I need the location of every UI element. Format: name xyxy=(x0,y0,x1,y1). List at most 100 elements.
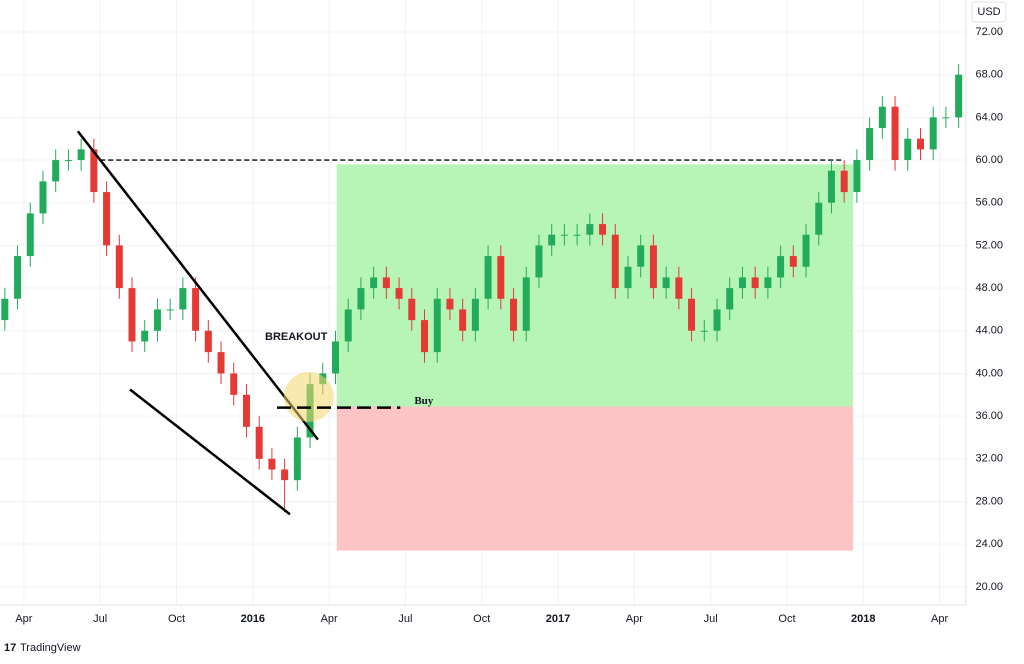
candle-body xyxy=(64,160,72,162)
candle-body xyxy=(370,277,378,289)
candle-body xyxy=(357,288,365,310)
candle-body xyxy=(14,256,22,299)
x-tick-label: Apr xyxy=(931,613,948,625)
x-tick-label: Jul xyxy=(398,613,412,625)
trendline xyxy=(129,388,291,516)
candle-body xyxy=(103,192,111,246)
x-tick-label: Apr xyxy=(626,613,643,625)
breakout-highlight xyxy=(283,371,334,422)
candle-body xyxy=(471,298,479,331)
candle-body xyxy=(904,138,912,161)
candle-body xyxy=(751,277,759,289)
plot: Buy BREAKOUT xyxy=(0,0,965,605)
candle-body xyxy=(560,234,568,236)
candle-body xyxy=(688,298,696,331)
candle-body xyxy=(929,117,937,150)
x-tick-label: Apr xyxy=(321,613,338,625)
candle-body xyxy=(599,224,607,235)
candle-body xyxy=(675,277,683,299)
candle-body xyxy=(840,170,848,193)
candle-body xyxy=(649,245,657,289)
x-tick-label: Jul xyxy=(704,613,718,625)
candle-body xyxy=(421,320,429,353)
candle-body xyxy=(331,341,339,374)
candle-body xyxy=(217,352,225,374)
candle-body xyxy=(446,298,454,310)
candle-body xyxy=(344,309,352,342)
candle-body xyxy=(853,160,861,193)
y-tick-label: 32.00 xyxy=(975,453,1003,465)
y-tick-label: 64.00 xyxy=(975,111,1003,123)
candle-body xyxy=(268,458,276,470)
candle-body xyxy=(52,160,60,182)
currency: USD xyxy=(977,6,1000,18)
candle-body xyxy=(26,213,34,257)
y-tick-label: 72.00 xyxy=(975,26,1003,38)
candle-body xyxy=(624,266,632,289)
y-tick-label: 48.00 xyxy=(975,282,1003,294)
candle-body xyxy=(382,277,390,289)
candle-body xyxy=(141,330,149,342)
y-tick-label: 44.00 xyxy=(975,325,1003,337)
currency-box xyxy=(971,1,1007,23)
candle-body xyxy=(827,170,835,203)
candle-body xyxy=(192,288,200,331)
candle-body xyxy=(281,469,289,481)
candle-body xyxy=(230,373,238,395)
candle-body xyxy=(637,245,645,267)
logo: 17 xyxy=(4,642,16,654)
stop-zone xyxy=(336,406,854,551)
x-tick-label: Oct xyxy=(168,613,185,625)
candle-body xyxy=(204,330,212,353)
x-tick-label: 2016 xyxy=(241,613,265,625)
candle-body xyxy=(90,149,98,193)
candle-body xyxy=(459,309,467,331)
target-zone xyxy=(336,164,854,407)
candle-body xyxy=(179,288,187,310)
candle-body xyxy=(586,224,594,235)
candle-body xyxy=(548,234,556,246)
y-tick-label: 56.00 xyxy=(975,197,1003,209)
candle-body xyxy=(293,437,301,481)
candle-body xyxy=(764,277,772,289)
candle-body xyxy=(535,245,543,278)
trendline xyxy=(76,130,319,441)
candle-body xyxy=(955,74,963,118)
candle-body xyxy=(166,309,174,311)
candle-body xyxy=(802,234,810,267)
candle-body xyxy=(611,234,619,289)
x-tick-label: 2018 xyxy=(851,613,875,625)
candle-body xyxy=(153,309,161,331)
candle-body xyxy=(815,202,823,235)
candle-body xyxy=(128,288,136,342)
y-tick-label: 36.00 xyxy=(975,410,1003,422)
candle-body xyxy=(77,149,85,161)
brand: TradingView xyxy=(20,642,81,654)
candle-body xyxy=(408,298,416,321)
candle-body xyxy=(700,330,708,332)
candle-body xyxy=(433,298,441,353)
candle-body xyxy=(878,106,886,129)
y-tick-label: 28.00 xyxy=(975,495,1003,507)
candle-body xyxy=(115,245,123,289)
x-tick-label: 2017 xyxy=(546,613,570,625)
y-tick-label: 60.00 xyxy=(975,154,1003,166)
candle-body xyxy=(789,256,797,267)
breakout-label: BREAKOUT xyxy=(265,331,328,343)
candle-body xyxy=(573,234,581,236)
y-tick-label: 52.00 xyxy=(975,239,1003,251)
candle-body xyxy=(726,288,734,310)
candle-body xyxy=(255,426,263,459)
candle-body xyxy=(39,181,47,214)
entry-label: Buy xyxy=(414,395,433,407)
candle-body xyxy=(738,277,746,289)
x-tick-label: Oct xyxy=(778,613,795,625)
x-tick-label: Jul xyxy=(93,613,107,625)
candle-body xyxy=(510,298,518,331)
candle-body xyxy=(522,277,530,331)
candle-body xyxy=(662,277,670,289)
y-tick-label: 24.00 xyxy=(975,538,1003,550)
y-tick-label: 68.00 xyxy=(975,69,1003,81)
candle-body xyxy=(1,298,9,321)
